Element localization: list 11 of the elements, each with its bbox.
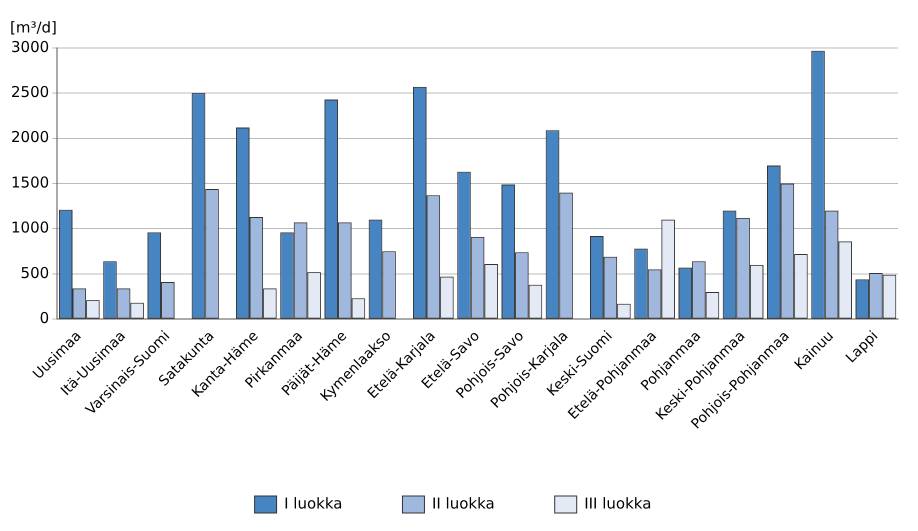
y-tick-label: 2500 xyxy=(10,83,50,102)
y-tick-label: 1500 xyxy=(10,173,50,192)
legend-label: I luokka xyxy=(284,494,342,512)
y-tick-label: 1000 xyxy=(10,218,50,237)
y-tick-label: 3000 xyxy=(10,38,50,56)
y-tick-label: 0 xyxy=(40,308,50,327)
y-tick-label: 2000 xyxy=(10,128,50,146)
legend-label: II luokka xyxy=(432,494,495,512)
legend-label: III luokka xyxy=(584,494,652,512)
y-axis-title: [m³/d] xyxy=(10,18,57,36)
y-tick-label: 500 xyxy=(20,264,50,282)
